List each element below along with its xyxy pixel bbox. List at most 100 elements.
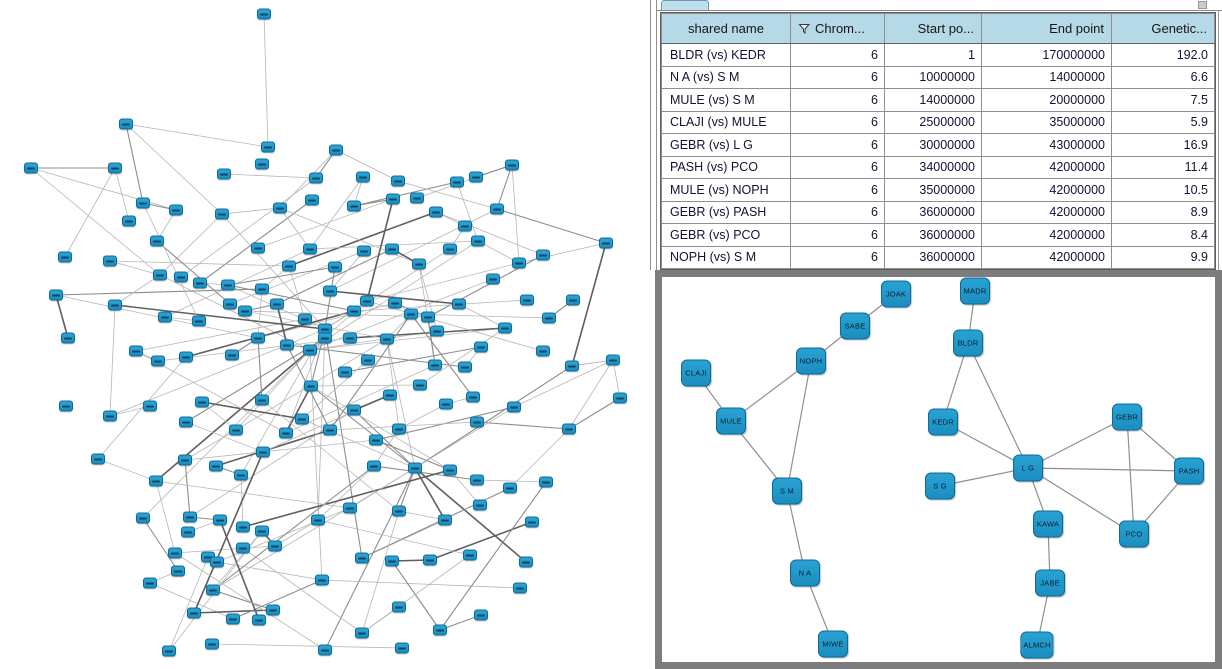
cell-shared-name[interactable]: PASH (vs) PCO [661,155,791,179]
hairball-node[interactable] [217,168,231,180]
network-node-s-m[interactable]: S M [772,477,802,505]
hairball-node[interactable] [392,505,406,517]
cell-start-point[interactable]: 36000000 [884,245,982,269]
hairball-node[interactable] [282,260,296,272]
hairball-node[interactable] [421,311,435,323]
hairball-node[interactable] [225,349,239,361]
cell-start-point[interactable]: 10000000 [884,65,982,89]
hairball-node[interactable] [347,200,361,212]
hairball-node[interactable] [59,400,73,412]
hairball-node[interactable] [562,423,576,435]
network-node-noph[interactable]: NOPH [796,347,826,375]
table-row[interactable]: MULE (vs) S M 6 14000000 20000000 7.5 [661,88,1215,112]
hairball-node[interactable] [179,416,193,428]
table-row[interactable]: GEBR (vs) PASH 6 36000000 42000000 8.9 [661,200,1215,224]
hairball-node[interactable] [412,258,426,270]
cell-shared-name[interactable]: NOPH (vs) S M [661,245,791,269]
hairball-node[interactable] [490,203,504,215]
hairball-node[interactable] [542,312,556,324]
hairball-node[interactable] [385,243,399,255]
hairball-node[interactable] [153,269,167,281]
hairball-node[interactable] [24,162,38,174]
hairball-node[interactable] [466,391,480,403]
hairball-node[interactable] [129,345,143,357]
hairball-node[interactable] [151,355,165,367]
hairball-node[interactable] [323,424,337,436]
cell-shared-name[interactable]: MULE (vs) S M [661,88,791,112]
table-row[interactable]: GEBR (vs) PCO 6 36000000 42000000 8.4 [661,223,1215,247]
network-node-pash[interactable]: PASH [1174,457,1204,485]
table-row[interactable]: NOPH (vs) S M 6 36000000 42000000 9.9 [661,245,1215,269]
hairball-node[interactable] [392,423,406,435]
cell-end-point[interactable]: 14000000 [981,65,1112,89]
network-edge[interactable] [1027,467,1190,472]
cell-shared-name[interactable]: BLDR (vs) KEDR [661,43,791,67]
cell-genetic[interactable]: 9.9 [1111,245,1215,269]
hairball-node[interactable] [103,255,117,267]
table-row[interactable]: CLAJI (vs) MULE 6 25000000 35000000 5.9 [661,110,1215,134]
hairball-node[interactable] [58,251,72,263]
cell-genetic[interactable]: 10.5 [1111,178,1215,202]
hairball-node[interactable] [305,194,319,206]
hairball-node[interactable] [257,8,271,20]
hairball-node[interactable] [355,552,369,564]
hairball-node[interactable] [385,555,399,567]
hairball-node[interactable] [566,294,580,306]
cell-chromosome[interactable]: 6 [790,178,885,202]
hairball-node[interactable] [470,416,484,428]
hairball-node[interactable] [318,332,332,344]
table-row[interactable]: GEBR (vs) L G 6 30000000 43000000 16.9 [661,133,1215,157]
cell-shared-name[interactable]: GEBR (vs) PASH [661,200,791,224]
hairball-node[interactable] [256,446,270,458]
hairball-node[interactable] [143,577,157,589]
cell-end-point[interactable]: 35000000 [981,110,1112,134]
hairball-node[interactable] [450,176,464,188]
hairball-node[interactable] [255,283,269,295]
hairball-node[interactable] [304,380,318,392]
hairball-node[interactable] [318,644,332,656]
network-node-l-g[interactable]: L G [1013,454,1043,482]
pane-divider-line-outer[interactable] [650,0,651,270]
hairball-node[interactable] [119,118,133,130]
table-row[interactable]: MULE (vs) NOPH 6 35000000 42000000 10.5 [661,178,1215,202]
hairball-node[interactable] [458,361,472,373]
cell-genetic[interactable]: 5.9 [1111,110,1215,134]
hairball-node[interactable] [162,645,176,657]
hairball-node[interactable] [343,502,357,514]
hairball-node[interactable] [179,351,193,363]
hairball-node[interactable] [430,325,444,337]
hairball-node[interactable] [255,525,269,537]
hairball-node[interactable] [470,474,484,486]
hairball-node[interactable] [315,574,329,586]
cell-genetic[interactable]: 7.5 [1111,88,1215,112]
network-edge[interactable] [1027,467,1135,535]
hairball-node[interactable] [347,404,361,416]
cell-genetic[interactable]: 6.6 [1111,65,1215,89]
cell-end-point[interactable]: 42000000 [981,178,1112,202]
hairball-node[interactable] [539,476,553,488]
network-edge[interactable] [786,360,812,492]
hairball-node[interactable] [471,235,485,247]
hairball-node[interactable] [360,295,374,307]
hairball-node[interactable] [213,514,227,526]
column-header-chromosome[interactable]: Chrom... [790,13,885,44]
hairball-node[interactable] [388,297,402,309]
hairball-node[interactable] [361,354,375,366]
hairball-node[interactable] [438,514,452,526]
hairball-node[interactable] [252,614,266,626]
hairball-node[interactable] [221,279,235,291]
hairball-node[interactable] [255,394,269,406]
hairball-node[interactable] [91,453,105,465]
hairball-node[interactable] [439,398,453,410]
hairball-node[interactable] [357,245,371,257]
hairball-node[interactable] [103,410,117,422]
hairball-node[interactable] [280,339,294,351]
cell-start-point[interactable]: 30000000 [884,133,982,157]
hairball-node[interactable] [486,273,500,285]
hairball-node[interactable] [169,204,183,216]
cell-start-point[interactable]: 25000000 [884,110,982,134]
hairball-node[interactable] [513,582,527,594]
hairball-node[interactable] [266,604,280,616]
hairball-node[interactable] [226,613,240,625]
hairball-node[interactable] [143,400,157,412]
